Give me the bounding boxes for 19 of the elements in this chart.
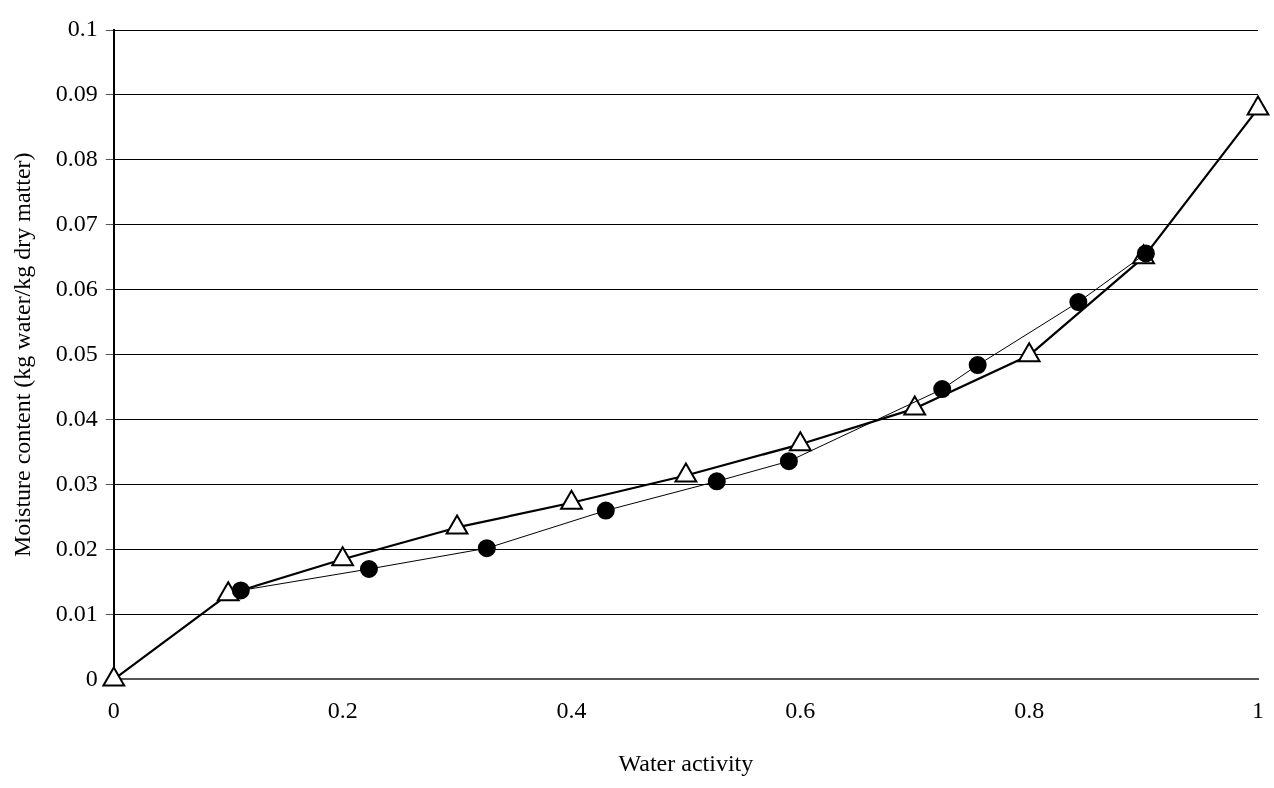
x-tick-label: 0.8 xyxy=(1014,697,1045,724)
y-tick-label: 0.01 xyxy=(55,599,98,626)
x-tick-label: 1 xyxy=(1252,697,1264,724)
y-tick-label: 0.08 xyxy=(55,145,98,172)
y-axis-title: Moisture content (kg water/kg dry matter) xyxy=(8,152,35,557)
x-tick-label: 0.6 xyxy=(785,697,816,724)
y-tick-label: 0.1 xyxy=(67,15,98,42)
y-tick-label: 0 xyxy=(85,664,98,691)
y-tick-label: 0.05 xyxy=(55,340,98,366)
y-tick-label: 0.02 xyxy=(55,534,98,561)
x-tick-label: 0.4 xyxy=(556,697,587,724)
x-axis-title: Water activity xyxy=(618,749,754,776)
y-tick-label: 0.07 xyxy=(55,210,98,237)
x-tick-label: 0 xyxy=(107,697,120,724)
y-tick-label: 0.09 xyxy=(55,80,98,107)
y-tick-label: 0.04 xyxy=(55,404,98,431)
x-tick-label: 0.2 xyxy=(327,697,358,724)
y-tick-label: 0.06 xyxy=(55,275,98,302)
y-tick-label: 0.03 xyxy=(55,469,98,496)
